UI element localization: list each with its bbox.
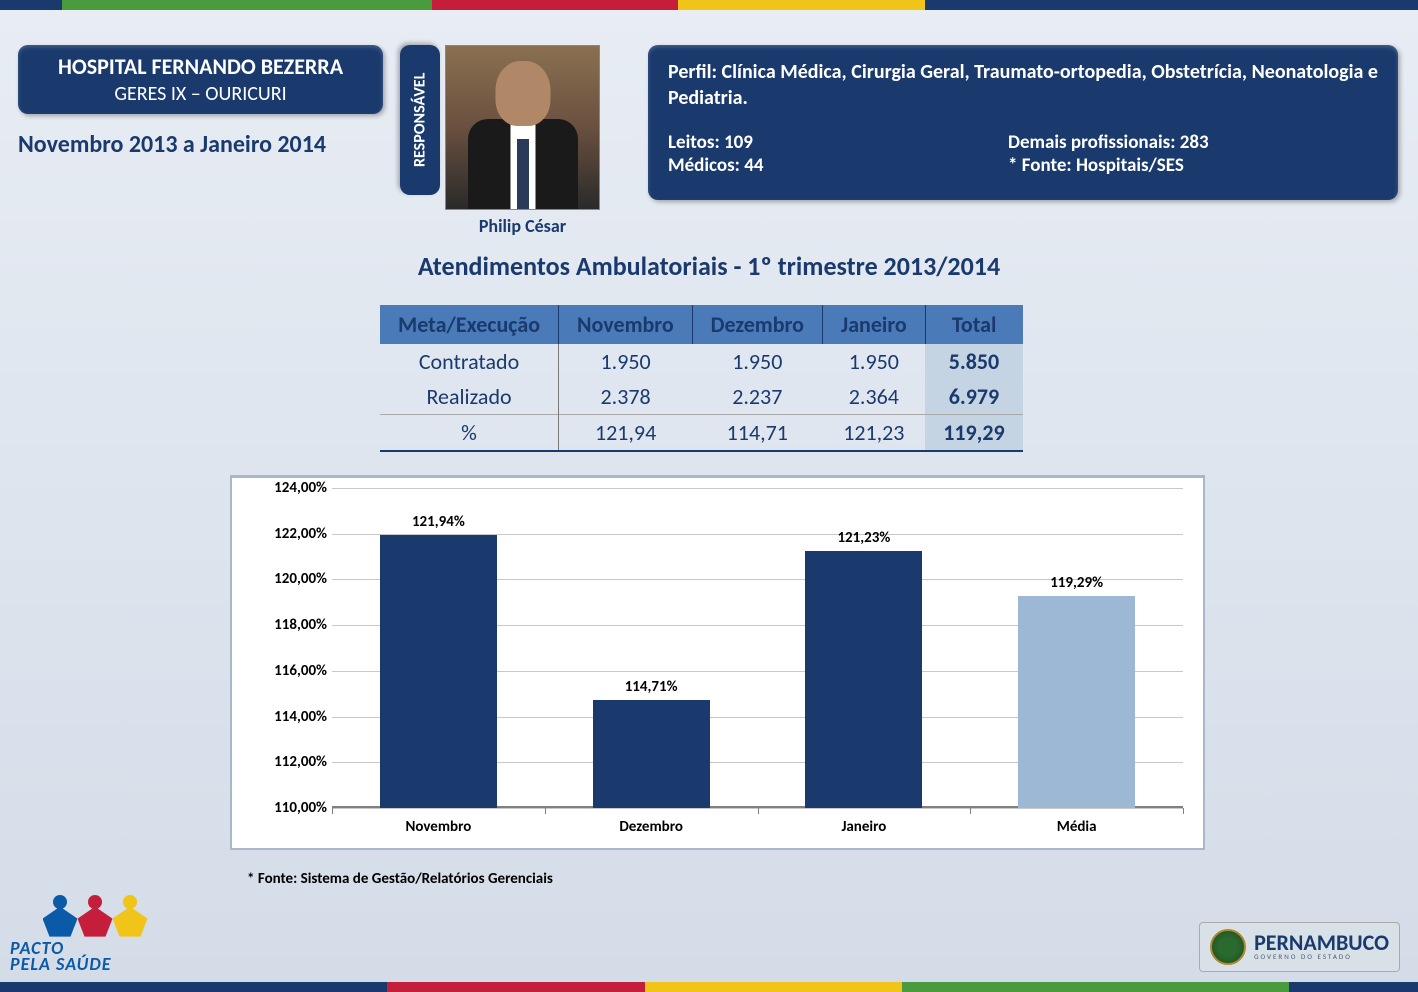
chart-bar-label: 121,94% [412,513,465,531]
responsavel-name: Philip César [445,215,600,237]
chart-bar-label: 121,23% [837,529,890,547]
chart-xtick: Janeiro [758,818,971,836]
chart-ytick: 112,00% [247,753,327,771]
logo-pacto: PACTO PELA SAÚDE [10,895,180,972]
chart-xtick: Média [970,818,1183,836]
section-title: Atendimentos Ambulatoriais - 1º trimestr… [418,250,1000,282]
hospital-subtitle: GERES IX – OURICURI [18,82,383,106]
chart-ytick: 118,00% [247,616,327,634]
chart-ytick: 124,00% [247,479,327,497]
header-box: HOSPITAL FERNANDO BEZERRA GERES IX – OUR… [18,45,383,114]
bottom-stripe [0,982,1418,992]
chart-bar: 121,94% [380,535,497,808]
chart-bar: 121,23% [805,551,922,808]
chart-bar: 114,71% [593,700,710,808]
info-leitos: Leitos: 109 [668,131,1008,154]
table-row: Realizado 2.378 2.237 2.364 6.979 [380,379,1023,415]
source-note: * Fonte: Sistema de Gestão/Relatórios Ge… [247,870,553,888]
info-box: Perfil: Clínica Médica, Cirurgia Geral, … [648,45,1398,200]
chart-ytick: 110,00% [247,799,327,817]
table-header-row: Meta/Execução Novembro Dezembro Janeiro … [380,305,1023,344]
chart-bar-label: 114,71% [625,678,678,696]
responsavel-photo [445,45,600,210]
chart-bar: 119,29% [1018,596,1135,808]
info-demais: Demais profissionais: 283 [1008,131,1378,154]
chart-xtick: Novembro [332,818,545,836]
logo-pernambuco: PERNAMBUCO GOVERNO DO ESTADO [1199,922,1400,972]
table-row: Contratado 1.950 1.950 1.950 5.850 [380,344,1023,379]
info-fonte: * Fonte: Hospitais/SES [1008,154,1378,177]
data-table: Meta/Execução Novembro Dezembro Janeiro … [380,305,1023,452]
hospital-title: HOSPITAL FERNANDO BEZERRA [18,53,383,80]
chart-ytick: 122,00% [247,525,327,543]
table-row: % 121,94 114,71 121,23 119,29 [380,415,1023,452]
chart-bar-label: 119,29% [1050,574,1103,592]
chart-ytick: 116,00% [247,662,327,680]
info-medicos: Médicos: 44 [668,154,1008,177]
info-perfil: Perfil: Clínica Médica, Cirurgia Geral, … [668,59,1378,111]
emblem-icon [1210,929,1246,965]
period-label: Novembro 2013 a Janeiro 2014 [18,130,326,159]
chart-xtick: Dezembro [545,818,758,836]
chart-ytick: 120,00% [247,570,327,588]
chart-ytick: 114,00% [247,708,327,726]
bar-chart: 110,00% 112,00% 114,00% 116,00% 118,00% 120,0… [230,475,1205,850]
top-stripe [0,0,1418,10]
responsavel-label: RESPONSÁVEL [400,45,440,195]
